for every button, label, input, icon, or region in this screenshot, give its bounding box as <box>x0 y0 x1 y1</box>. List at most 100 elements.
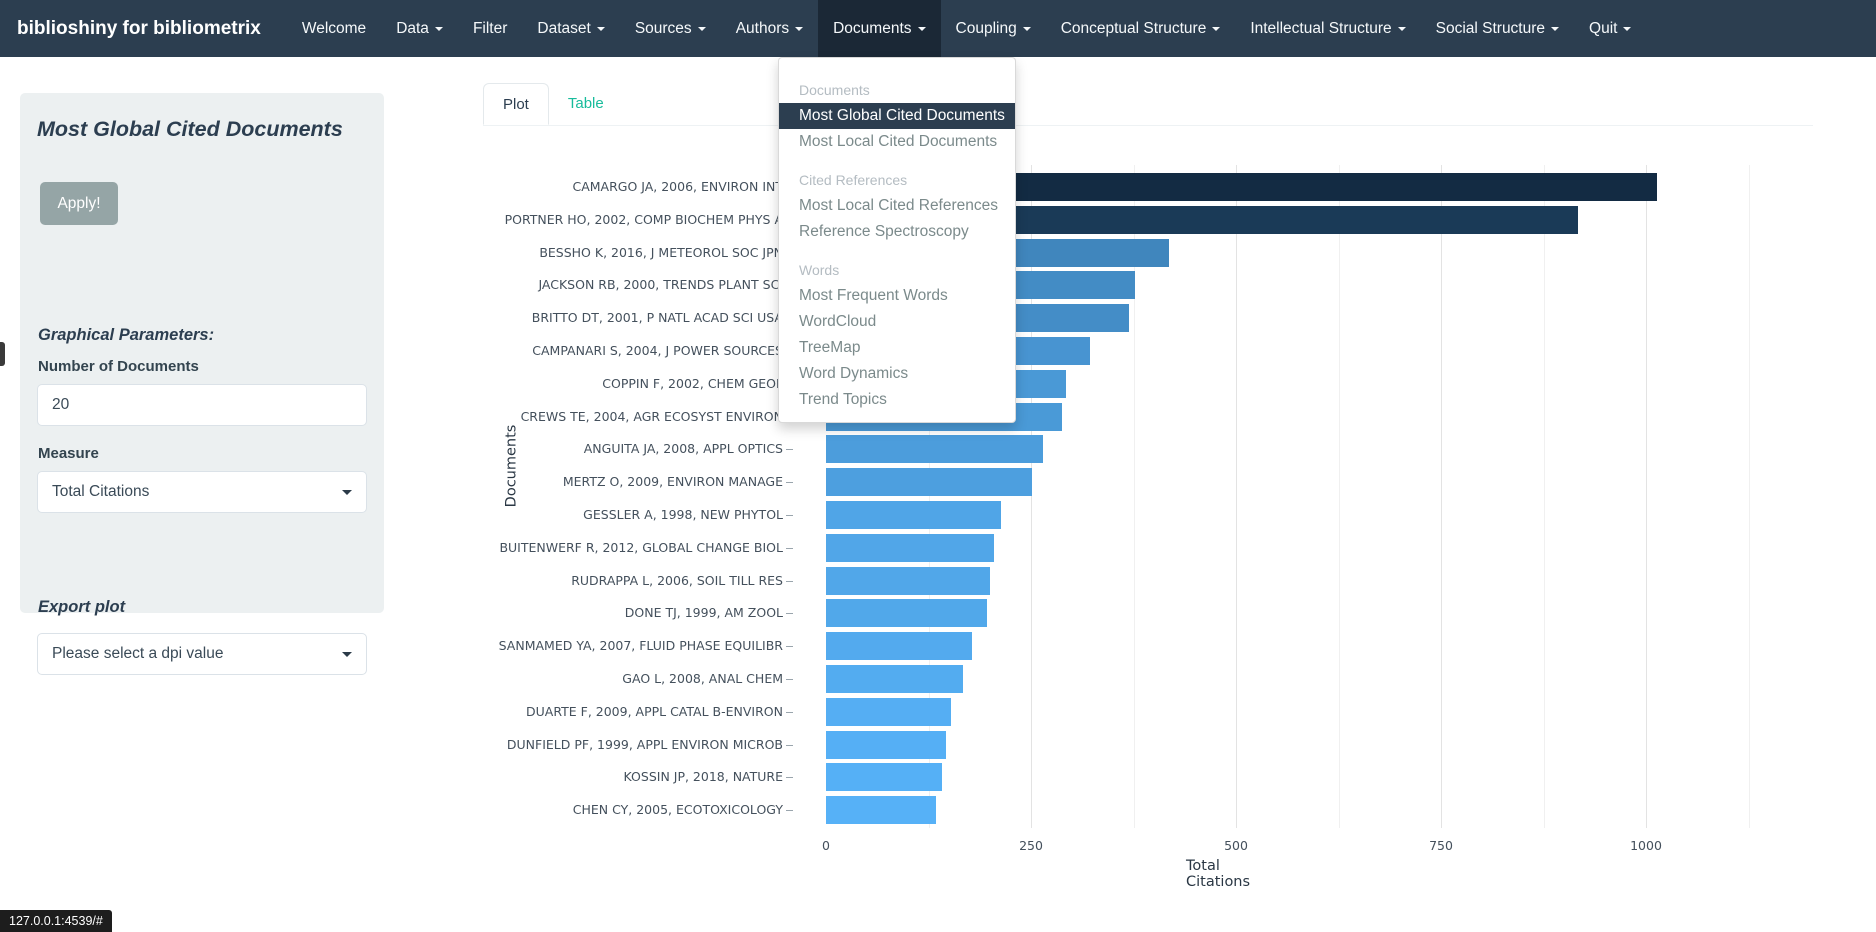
menu-item-treemap[interactable]: TreeMap <box>799 339 861 356</box>
status-url: 127.0.0.1:4539/# <box>0 910 112 932</box>
apply-button[interactable]: Apply! <box>40 182 118 225</box>
nav-item-label: Filter <box>472 20 508 37</box>
x-axis-title: Total Citations <box>1186 858 1251 890</box>
nav-item-social-structure[interactable]: Social Structure <box>1421 0 1574 57</box>
menu-header-documents: Documents <box>799 82 870 98</box>
nav-item-label: Sources <box>634 20 692 37</box>
y-axis-label: KOSSIN JP, 2018, NATURE <box>623 769 783 785</box>
bar[interactable] <box>826 665 963 693</box>
nav-item-label: Data <box>396 20 429 37</box>
bar[interactable] <box>826 533 994 562</box>
y-axis-tick <box>786 646 793 648</box>
y-axis-label: CAMPANARI S, 2004, J POWER SOURCES <box>532 343 783 358</box>
graphical-parameters-heading: Graphical Parameters: <box>38 326 215 344</box>
measure-select[interactable]: Total Citations <box>37 471 367 513</box>
menu-item-most-local-cited-documents[interactable]: Most Local Cited Documents <box>799 133 998 150</box>
chevron-down-icon <box>342 652 352 657</box>
x-axis-tick-label: 750 <box>1429 838 1453 853</box>
y-axis-label: ANGUITA JA, 2008, APPL OPTICS <box>583 441 783 457</box>
nav-item-data[interactable]: Data <box>381 0 458 57</box>
bar[interactable] <box>826 501 1001 529</box>
documents-dropdown-menu: Documents Most Global Cited Documents Most… <box>778 57 1016 423</box>
tab-bar: Plot Table <box>483 80 1813 126</box>
nav-item-coupling[interactable]: Coupling <box>941 0 1046 57</box>
bar[interactable] <box>826 435 1043 464</box>
sidebar-toggle-handle[interactable] <box>0 342 5 366</box>
y-axis-label: CHEN CY, 2005, ECOTOXICOLOGY <box>572 802 783 818</box>
dpi-select-value: Please select a dpi value <box>52 645 224 662</box>
gridline <box>1133 165 1135 828</box>
y-axis-tick <box>786 679 793 680</box>
gridline <box>1646 165 1647 828</box>
x-axis-tick-label: 0 <box>822 838 830 853</box>
y-axis-tick <box>786 547 793 549</box>
bar[interactable] <box>826 599 987 628</box>
navbar-items: Welcome Data Filter Dataset Sources Authors Do… <box>287 0 1647 57</box>
y-axis-label: RUDRAPPA L, 2006, SOIL TILL RES <box>571 572 783 588</box>
gridline <box>1441 165 1442 828</box>
y-axis-tick <box>786 515 793 516</box>
bar[interactable] <box>826 763 942 792</box>
menu-item-reference-spectroscopy[interactable]: Reference Spectroscopy <box>799 223 969 240</box>
chevron-down-icon <box>342 490 352 495</box>
tab-table[interactable]: Table <box>567 95 604 112</box>
nav-item-authors[interactable]: Authors <box>721 0 818 57</box>
bar[interactable] <box>826 632 972 661</box>
nav-item-quit[interactable]: Quit <box>1574 0 1646 57</box>
nav-item-documents[interactable]: Documents <box>818 0 941 57</box>
nav-item-dataset[interactable]: Dataset <box>522 0 619 57</box>
y-axis-label: COPPIN F, 2002, CHEM GEOL <box>602 375 783 391</box>
caret-down-icon <box>596 26 605 31</box>
nav-item-label: Quit <box>1589 20 1618 37</box>
caret-down-icon <box>697 26 706 31</box>
menu-header-cited-references: Cited References <box>799 172 908 188</box>
bar[interactable] <box>826 796 936 825</box>
menu-item-trend-topics[interactable]: Trend Topics <box>799 391 887 408</box>
bar[interactable] <box>826 730 946 759</box>
nav-item-label: Social Structure <box>1435 20 1546 37</box>
nav-item-label: Documents <box>833 20 912 37</box>
nav-item-sources[interactable]: Sources <box>620 0 721 57</box>
y-axis-tick <box>786 482 793 484</box>
navbar: biblioshiny for bibliometrix Welcome Data… <box>0 0 1876 57</box>
measure-label: Measure <box>38 445 99 462</box>
gridline <box>1031 165 1032 828</box>
y-axis-tick <box>786 744 793 746</box>
y-axis-label: SANMAMED YA, 2007, FLUID PHASE EQUILIBR <box>498 638 783 654</box>
nav-item-label: Dataset <box>537 20 591 37</box>
y-axis-label: BUITENWERF R, 2012, GLOBAL CHANGE BIOL <box>499 539 783 555</box>
x-axis-tick-label: 1000 <box>1630 838 1662 853</box>
sidebar-title: Most Global Cited Documents <box>37 117 343 141</box>
gridline <box>1543 165 1545 828</box>
number-of-documents-input[interactable] <box>37 384 367 426</box>
y-axis-label: BESSHO K, 2016, J METEOROL SOC JPN <box>539 244 783 260</box>
app-brand[interactable]: biblioshiny for bibliometrix <box>17 18 261 39</box>
nav-item-filter[interactable]: Filter <box>458 0 522 57</box>
menu-item-wordcloud[interactable]: WordCloud <box>799 313 877 330</box>
y-axis-label: DUARTE F, 2009, APPL CATAL B-ENVIRON <box>526 703 783 719</box>
caret-down-icon <box>1212 26 1221 31</box>
y-axis-label: CAMARGO JA, 2006, ENVIRON INT <box>572 179 783 194</box>
measure-select-value: Total Citations <box>52 483 150 500</box>
menu-item-word-dynamics[interactable]: Word Dynamics <box>799 365 909 382</box>
nav-item-welcome[interactable]: Welcome <box>287 0 381 57</box>
y-axis-label: JACKSON RB, 2000, TRENDS PLANT SCI <box>538 277 783 293</box>
y-axis-label: GAO L, 2008, ANAL CHEM <box>622 671 783 686</box>
menu-item-most-local-cited-references[interactable]: Most Local Cited References <box>799 197 999 214</box>
bar[interactable] <box>826 468 1032 497</box>
y-axis-tick <box>786 810 793 812</box>
caret-down-icon <box>917 26 926 31</box>
menu-item-most-global-cited-documents[interactable]: Most Global Cited Documents <box>779 103 1015 129</box>
y-axis-label: CREWS TE, 2004, AGR ECOSYST ENVIRON <box>520 408 783 424</box>
caret-down-icon <box>1397 26 1406 31</box>
caret-down-icon <box>434 26 443 31</box>
bar[interactable] <box>826 566 990 595</box>
dpi-select[interactable]: Please select a dpi value <box>37 633 367 675</box>
caret-down-icon <box>795 26 804 31</box>
tab-plot[interactable]: Plot <box>483 83 549 125</box>
nav-item-conceptual-structure[interactable]: Conceptual Structure <box>1046 0 1236 57</box>
y-axis-label: PORTNER HO, 2002, COMP BIOCHEM PHYS A <box>504 211 783 227</box>
nav-item-intellectual-structure[interactable]: Intellectual Structure <box>1235 0 1420 57</box>
bar[interactable] <box>826 697 951 726</box>
menu-item-most-frequent-words[interactable]: Most Frequent Words <box>799 287 948 304</box>
